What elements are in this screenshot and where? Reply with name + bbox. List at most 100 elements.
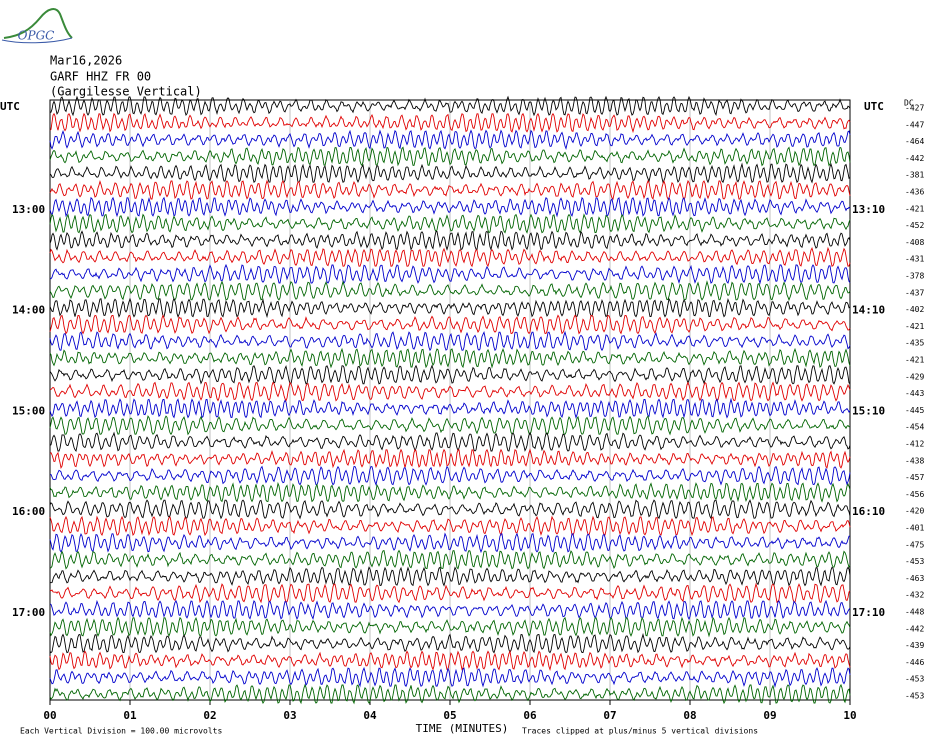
dc-value: -457 [905,473,924,482]
time-label-right: 14:10 [852,304,885,317]
dc-value: -436 [905,188,924,197]
x-tick-label: 08 [683,709,696,722]
trace [49,499,851,520]
location: (Gargilesse Vertical) [50,85,202,99]
x-tick-label: 05 [443,709,456,722]
dc-value: -420 [905,507,924,516]
trace [49,129,851,151]
trace [49,314,851,335]
trace [49,347,851,369]
trace [49,616,851,638]
dc-value: -442 [905,624,924,633]
tz-right: UTC [864,100,884,113]
trace [49,481,851,503]
trace [49,297,851,319]
dc-value: -453 [905,692,924,701]
trace [49,246,851,268]
dc-value: -453 [905,557,924,566]
trace [49,515,851,537]
trace [49,582,851,604]
time-label-right: 16:10 [852,505,885,518]
trace [49,649,851,671]
x-tick-label: 07 [603,709,616,722]
clip-note: Traces clipped at plus/minus 5 vertical … [522,727,758,736]
trace [49,162,851,184]
tz-left: UTC [0,100,20,113]
trace [49,112,851,134]
trace [49,263,851,285]
trace [49,431,851,453]
logo: OPGC [1,8,73,44]
dc-value: -453 [905,675,924,684]
dc-value: -454 [905,423,924,432]
trace [49,179,851,200]
trace [49,146,851,167]
trace [49,666,851,688]
trace [49,415,851,436]
time-label-left: 15:00 [12,404,45,417]
dc-value: -445 [905,406,924,415]
dc-value: -443 [905,389,924,398]
x-tick-label: 09 [763,709,776,722]
x-tick-label: 03 [283,709,296,722]
scale-note: Each Vertical Division = 100.00 microvol… [20,727,222,736]
trace [49,683,851,705]
dc-value: -381 [905,171,924,180]
dc-value: -421 [905,322,924,331]
trace [49,330,851,352]
x-axis-title: TIME (MINUTES) [416,722,509,735]
trace [49,230,851,251]
trace [49,599,851,621]
time-label-right: 17:10 [852,606,885,619]
dc-value: -464 [905,137,924,146]
dc-value: -456 [905,490,924,499]
dc-value: -421 [905,356,924,365]
trace [49,196,851,218]
dc-value: -427 [905,104,924,113]
dc-value: -435 [905,339,924,348]
trace [49,448,851,470]
dc-value: -412 [905,440,924,449]
dc-value: -431 [905,255,924,264]
time-label-left: 14:00 [12,304,45,317]
time-label-right: 15:10 [852,404,885,417]
dc-value: -475 [905,540,924,549]
logo-text: OPGC [18,29,55,43]
time-label-left: 17:00 [12,606,45,619]
dc-value: -438 [905,456,924,465]
trace [49,364,851,386]
x-tick-label: 00 [43,709,56,722]
dc-value: -378 [905,272,924,281]
dc-value: -447 [905,120,924,129]
dc-value: -452 [905,221,924,230]
trace [49,566,851,587]
time-label-left: 13:00 [12,203,45,216]
trace [49,397,851,419]
x-tick-label: 06 [523,709,537,722]
dc-value: -439 [905,641,924,650]
trace [49,632,851,654]
dc-value: -448 [905,608,924,617]
x-tick-label: 10 [843,709,856,722]
dc-value: -463 [905,574,924,583]
trace [49,532,851,554]
trace [49,213,851,234]
time-label-left: 16:00 [12,505,45,518]
dc-value: -442 [905,154,924,163]
dc-header: DC [904,99,914,108]
trace [49,280,851,302]
dc-value: -408 [905,238,924,247]
trace [49,95,851,117]
dc-value: -421 [905,204,924,213]
trace [49,549,851,570]
dc-value: -429 [905,372,924,381]
dc-value: -401 [905,524,924,533]
station: GARF HHZ FR 00 [50,70,151,84]
x-tick-label: 01 [123,709,137,722]
x-tick-label: 02 [203,709,216,722]
dc-value: -437 [905,288,924,297]
x-tick-label: 04 [363,709,377,722]
dc-value: -402 [905,305,924,314]
time-label-right: 13:10 [852,203,885,216]
